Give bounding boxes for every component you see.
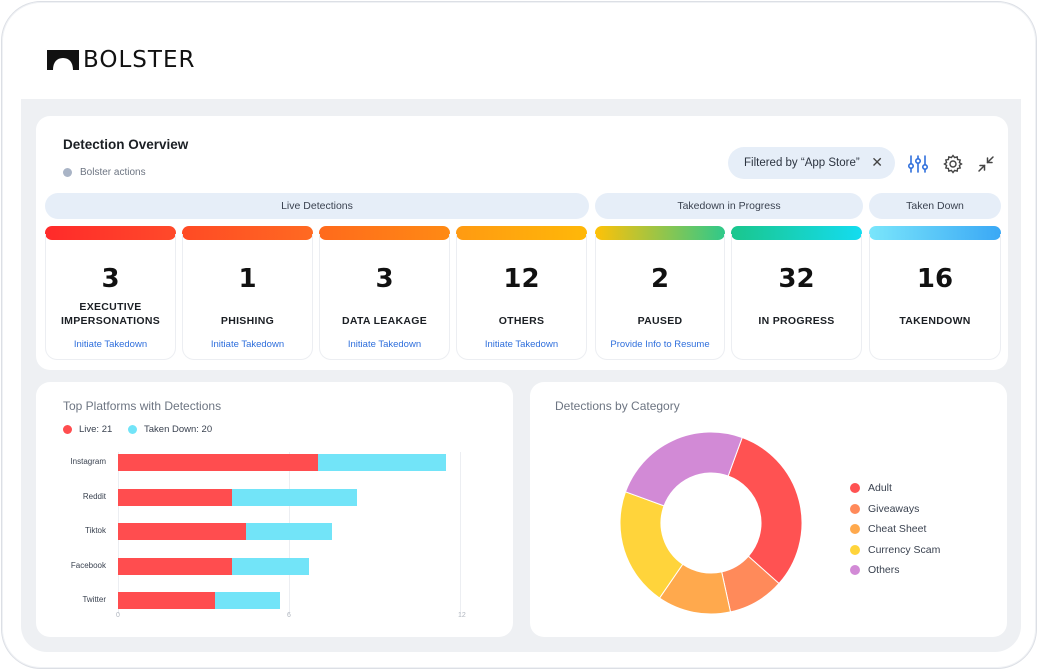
bolster-actions-legend: Bolster actions [63, 167, 146, 178]
bolster-logo: BOLSTER [47, 47, 195, 73]
tile-accent-bar [869, 226, 1001, 240]
bar-live[interactable] [118, 592, 215, 609]
y-tick-label: Twitter [82, 595, 106, 604]
collapse-icon[interactable] [975, 153, 997, 175]
tile-others: 12 OTHERS Initiate Takedown [456, 234, 587, 360]
legend-swatch [850, 524, 860, 534]
legend-swatch [850, 483, 860, 493]
bar-live[interactable] [118, 488, 232, 506]
bar-live[interactable] [118, 557, 232, 575]
legend-item-others[interactable]: Others [850, 564, 900, 576]
legend-swatch [850, 503, 860, 514]
filter-chip-label: Filtered by “App Store” [744, 157, 860, 169]
y-tick-label: Instagram [70, 457, 106, 466]
bar-taken-down[interactable] [232, 488, 358, 506]
tile-accent-bar [319, 226, 450, 240]
legend-live[interactable]: Live: 21 [63, 424, 112, 435]
legend-swatch-live [63, 425, 72, 434]
bar-taken-down[interactable] [214, 592, 281, 609]
brand-name: BOLSTER [83, 47, 196, 73]
tile-value: 1 [238, 264, 257, 294]
sliders-icon[interactable] [907, 153, 929, 175]
tile-value: 3 [101, 264, 120, 294]
tile-phishing: 1 PHISHING Initiate Takedown [182, 234, 313, 360]
tile-label: EXECUTIVE IMPERSONATIONS [60, 301, 161, 327]
initiate-takedown-link[interactable]: Initiate Takedown [210, 339, 285, 350]
bolster-logo-mark [47, 50, 79, 70]
legend-swatch-taken-down [128, 425, 137, 434]
legend-label: Giveaways [868, 502, 920, 515]
tile-takendown: 16 TAKENDOWN [869, 234, 1001, 360]
legend-label: Cheat Sheet [868, 523, 927, 535]
tile-value: 16 [916, 264, 954, 294]
tile-accent-bar [45, 226, 176, 240]
x-tick-label: 0 [116, 612, 120, 619]
tile-label: DATA LEAKAGE [341, 315, 428, 327]
tile-label: TAKENDOWN [899, 315, 971, 327]
initiate-takedown-link[interactable]: Initiate Takedown [73, 339, 148, 350]
bar-live[interactable] [118, 523, 247, 540]
tile-value: 2 [650, 264, 670, 294]
group-takedown-in-progress: Takedown in Progress [595, 193, 863, 219]
legend-live-label: Live: 21 [79, 424, 113, 435]
legend-item-giveaways[interactable]: Giveaways [850, 503, 919, 515]
x-tick-label: 6 [287, 612, 291, 619]
tile-label: OTHERS [498, 315, 545, 327]
initiate-takedown-link[interactable]: Initiate Takedown [484, 339, 559, 350]
bar-taken-down[interactable] [232, 557, 309, 575]
top-platforms-title: Top Platforms with Detections [63, 399, 222, 413]
group-live-detections: Live Detections [45, 193, 589, 219]
legend-swatch [850, 565, 860, 575]
close-icon[interactable]: ✕ [871, 154, 883, 170]
tile-accent-bar [182, 226, 313, 240]
legend-swatch [850, 544, 860, 555]
bar-taken-down[interactable] [246, 523, 332, 540]
legend-label: Currency Scam [868, 543, 941, 556]
legend-item-adult[interactable]: Adult [850, 482, 892, 494]
tile-value: 32 [778, 264, 815, 294]
legend-label: Adult [868, 482, 892, 494]
tile-executive-impersonations: 3 EXECUTIVE IMPERSONATIONS Initiate Take… [45, 234, 176, 360]
filter-chip[interactable]: Filtered by “App Store” ✕ [728, 147, 895, 179]
detection-overview-title: Detection Overview [63, 137, 189, 152]
tile-label: PAUSED [637, 315, 683, 327]
legend-dot [63, 168, 72, 177]
tile-accent-bar [456, 226, 587, 240]
bolster-actions-label: Bolster actions [80, 167, 146, 178]
top-platforms-card: Top Platforms with Detections Live: 21 T… [36, 382, 513, 637]
group-taken-down: Taken Down [869, 193, 1001, 219]
legend-taken-down-label: Taken Down: 20 [144, 424, 213, 435]
legend-item-currency-scam[interactable]: Currency Scam [850, 544, 940, 556]
detections-by-category-card: Detections by Category Adult Giveaways Che… [530, 382, 1007, 637]
tile-in-progress: 32 IN PROGRESS [731, 234, 862, 360]
donut-slice-adult[interactable] [727, 436, 803, 585]
grid-line [460, 452, 461, 614]
legend-taken-down[interactable]: Taken Down: 20 [128, 424, 212, 435]
category-donut-chart [619, 431, 803, 615]
detection-overview-card: Detection Overview Bolster actions Filte… [36, 116, 1008, 370]
donut-slice-others[interactable] [624, 431, 743, 507]
tile-value: 12 [503, 264, 540, 294]
tile-value: 3 [375, 264, 394, 294]
tile-accent-bar [595, 226, 725, 240]
x-tick-label: 12 [458, 612, 466, 619]
tile-accent-bar [731, 226, 862, 240]
tile-data-leakage: 3 DATA LEAKAGE Initiate Takedown [319, 234, 450, 360]
bar-taken-down[interactable] [317, 454, 446, 471]
y-tick-label: Reddit [82, 491, 106, 501]
gear-icon[interactable] [942, 153, 964, 175]
legend-label: Others [868, 564, 900, 576]
y-tick-label: Tiktok [84, 526, 106, 535]
legend-item-cheat-sheet[interactable]: Cheat Sheet [850, 523, 926, 535]
initiate-takedown-link[interactable]: Initiate Takedown [347, 339, 422, 350]
y-tick-label: Facebook [70, 560, 106, 570]
tile-paused: 2 PAUSED Provide Info to Resume [595, 234, 725, 360]
tile-label: IN PROGRESS [758, 315, 835, 327]
provide-info-link[interactable]: Provide Info to Resume [610, 339, 710, 350]
detections-by-category-title: Detections by Category [555, 399, 680, 413]
bar-live[interactable] [118, 454, 318, 471]
tile-label: PHISHING [220, 315, 275, 327]
